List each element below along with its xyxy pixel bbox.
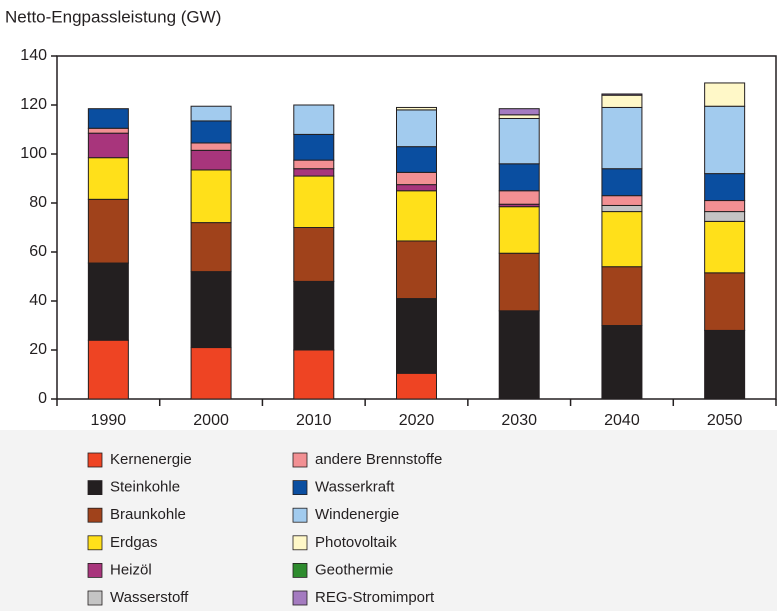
bar-segment (601, 94, 643, 108)
bar-segment (704, 173, 746, 202)
legend-swatch (292, 535, 308, 551)
bar-segment (293, 349, 335, 400)
legend-label: Wasserstoff (110, 589, 189, 606)
bar-segment (601, 195, 643, 206)
bar-segment (704, 329, 746, 400)
bar-segment (704, 200, 746, 213)
legend-swatch (87, 590, 103, 606)
bar-segment (396, 109, 437, 148)
bar-segment (601, 266, 643, 327)
bar-segment (498, 108, 540, 116)
legend-label: Wasserkraft (315, 479, 395, 496)
x-tick-label: 2010 (296, 412, 332, 429)
chart-title: Netto-Engpassleistung (GW) (5, 7, 221, 26)
bar-segment (190, 105, 232, 122)
legend-label: Erdgas (110, 534, 158, 551)
x-tick-label: 1990 (91, 412, 127, 429)
bar-segment (601, 204, 643, 213)
bar-segment (704, 82, 746, 107)
bar-segment (601, 106, 643, 170)
bar-segment (601, 93, 643, 96)
bar-segment (87, 262, 129, 341)
bar-segment (293, 133, 335, 161)
bar-segment (396, 372, 437, 400)
bar-segment (87, 132, 129, 159)
y-tick-label: 20 (29, 341, 47, 358)
legend-label: Braunkohle (110, 506, 186, 523)
legend-background (0, 430, 777, 611)
legend-label: andere Brennstoffe (315, 451, 442, 468)
bar-segment (396, 184, 437, 192)
legend-swatch (87, 535, 103, 551)
y-tick-label: 120 (20, 96, 47, 113)
bar-segment (190, 120, 232, 144)
bar-segment (190, 169, 232, 224)
legend-label: Geothermie (315, 561, 393, 578)
bar-segment (704, 272, 746, 331)
bar-segment (190, 347, 232, 400)
bar-segment (704, 220, 746, 274)
bar-segment (293, 227, 335, 282)
x-tick-label: 2040 (604, 412, 640, 429)
bar-segment (601, 168, 643, 197)
legend-label: Heizöl (110, 561, 152, 578)
legend-swatch (87, 507, 103, 523)
bar-segment (293, 280, 335, 351)
bar-segment (396, 298, 437, 374)
legend-swatch (292, 452, 308, 468)
bar-segment (190, 149, 232, 171)
bar-segment (87, 157, 129, 200)
bar-segment (396, 146, 437, 173)
legend-swatch (292, 563, 308, 578)
bar-segment (190, 271, 232, 349)
bar-segment (498, 163, 540, 192)
bar-segment (87, 108, 129, 129)
bar-segment (498, 117, 540, 165)
legend-swatch (292, 590, 308, 606)
legend-label: Photovoltaik (315, 534, 397, 551)
legend-swatch (87, 480, 103, 496)
bar-segment (293, 168, 335, 177)
legend-swatch (292, 480, 308, 496)
bar-segment (396, 240, 437, 300)
bar-segment (704, 105, 746, 175)
bar-segment (293, 159, 335, 170)
x-tick-label: 2000 (193, 412, 229, 429)
legend-label: Kernenergie (110, 451, 192, 468)
bar-segment (498, 310, 540, 400)
bar-segment (396, 171, 437, 186)
bar-segment (87, 198, 129, 264)
bar-segment (293, 175, 335, 229)
bar-segment (498, 190, 540, 205)
bar-segment (498, 252, 540, 312)
x-tick-label: 2020 (399, 412, 435, 429)
legend-label: REG-Stromimport (315, 589, 435, 606)
legend-label: Steinkohle (110, 479, 180, 496)
bar-segment (87, 339, 129, 400)
bar-segment (601, 325, 643, 400)
bar-segment (293, 104, 335, 135)
y-tick-label: 100 (20, 145, 47, 162)
bar-segment (190, 222, 232, 273)
bar-segment (704, 211, 746, 222)
bar-segment (498, 114, 540, 119)
legend-swatch (87, 452, 103, 468)
bar-segment (601, 211, 643, 268)
bar-segment (396, 106, 437, 111)
x-tick-label: 2030 (501, 412, 537, 429)
y-tick-label: 80 (29, 194, 47, 211)
bar-segment (190, 142, 232, 151)
legend-swatch (292, 507, 308, 523)
bar-segment (87, 127, 129, 134)
bar-segment (498, 206, 540, 254)
bar-segment (396, 190, 437, 242)
y-tick-label: 0 (38, 390, 47, 407)
y-tick-label: 40 (29, 292, 47, 309)
legend-label: Windenergie (315, 506, 399, 523)
y-tick-label: 60 (29, 243, 47, 260)
y-tick-label: 140 (20, 47, 47, 64)
x-tick-label: 2050 (707, 412, 743, 429)
legend-swatch (87, 563, 103, 578)
